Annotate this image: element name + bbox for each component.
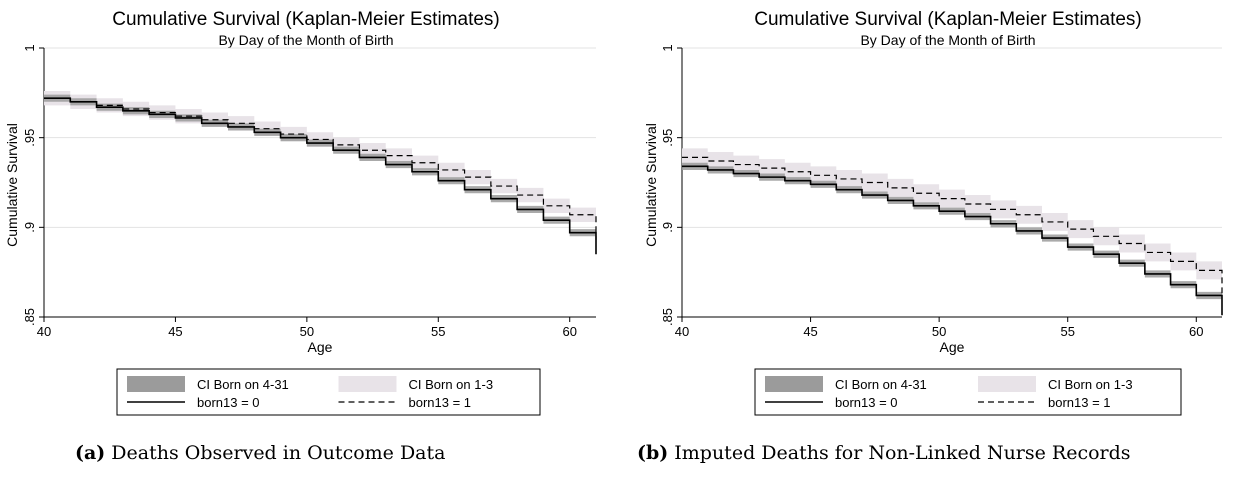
legend-swatch-ci-born-4-31 [765,376,823,392]
chart-panel-b: Cumulative Survival (Kaplan-Meier Estima… [643,9,1223,416]
y-tick-label: .85 [22,308,37,326]
caption-b: (b) Imputed Deaths for Non-Linked Nurse R… [637,442,1131,464]
x-axis-label: Age [308,339,333,355]
legend-swatch-ci-born-4-31 [127,376,185,392]
x-tick-label: 40 [675,324,689,339]
x-tick-label: 55 [431,324,445,339]
y-tick-label: .9 [22,222,37,233]
y-tick-label: .95 [22,129,37,147]
caption-a-tag: (a) [75,442,106,464]
chart-subtitle: By Day of the Month of Birth [860,32,1035,48]
legend-label-ci-born-4-31: CI Born on 4-31 [197,377,289,392]
y-tick-label: .9 [660,222,675,233]
chart-title: Cumulative Survival (Kaplan-Meier Estima… [754,9,1142,30]
survival-line-born13-1 [44,97,597,240]
x-tick-label: 45 [168,324,182,339]
ci-band-born-4-31 [44,94,596,251]
survival-line-born13-0 [682,165,1223,316]
legend-label-born13-1: born13 = 1 [1048,395,1111,410]
x-tick-label: 60 [562,324,576,339]
caption-a: (a) Deaths Observed in Outcome Data [75,442,445,464]
legend-box [754,368,1182,416]
legend-box [116,368,541,416]
y-axis-label: Cumulative Survival [643,123,659,247]
x-tick-label: 50 [932,324,946,339]
survival-line-born13-0 [44,97,597,255]
y-tick-label: 1 [22,44,37,51]
legend-label-born13-1: born13 = 1 [409,395,472,410]
legend-swatch-ci-born-1-3 [338,376,397,392]
y-tick-label: .85 [660,308,675,326]
legend-swatch-ci-born-1-3 [978,376,1036,392]
caption-b-text: Imputed Deaths for Non-Linked Nurse Reco… [674,442,1131,464]
survival-line-born13-1 [682,156,1223,298]
y-tick-label: 1 [660,44,675,51]
x-tick-label: 50 [300,324,314,339]
x-tick-label: 60 [1189,324,1203,339]
x-axis-label: Age [940,339,965,355]
x-tick-label: 55 [1060,324,1074,339]
y-tick-label: .95 [660,129,675,147]
legend-label-ci-born-4-31: CI Born on 4-31 [835,377,927,392]
plot-area [682,48,1222,317]
legend-label-ci-born-1-3: CI Born on 1-3 [409,377,494,392]
legend-label-born13-0: born13 = 0 [835,395,898,410]
chart-title: Cumulative Survival (Kaplan-Meier Estima… [112,9,500,30]
caption-a-text: Deaths Observed in Outcome Data [111,442,446,464]
legend-label-ci-born-1-3: CI Born on 1-3 [1048,377,1133,392]
chart-panel-a: Cumulative Survival (Kaplan-Meier Estima… [4,9,597,416]
x-tick-label: 45 [803,324,817,339]
y-axis-label: Cumulative Survival [4,123,20,247]
caption-b-tag: (b) [637,442,669,464]
legend-label-born13-0: born13 = 0 [197,395,260,410]
x-tick-label: 40 [37,324,51,339]
chart-subtitle: By Day of the Month of Birth [218,32,393,48]
